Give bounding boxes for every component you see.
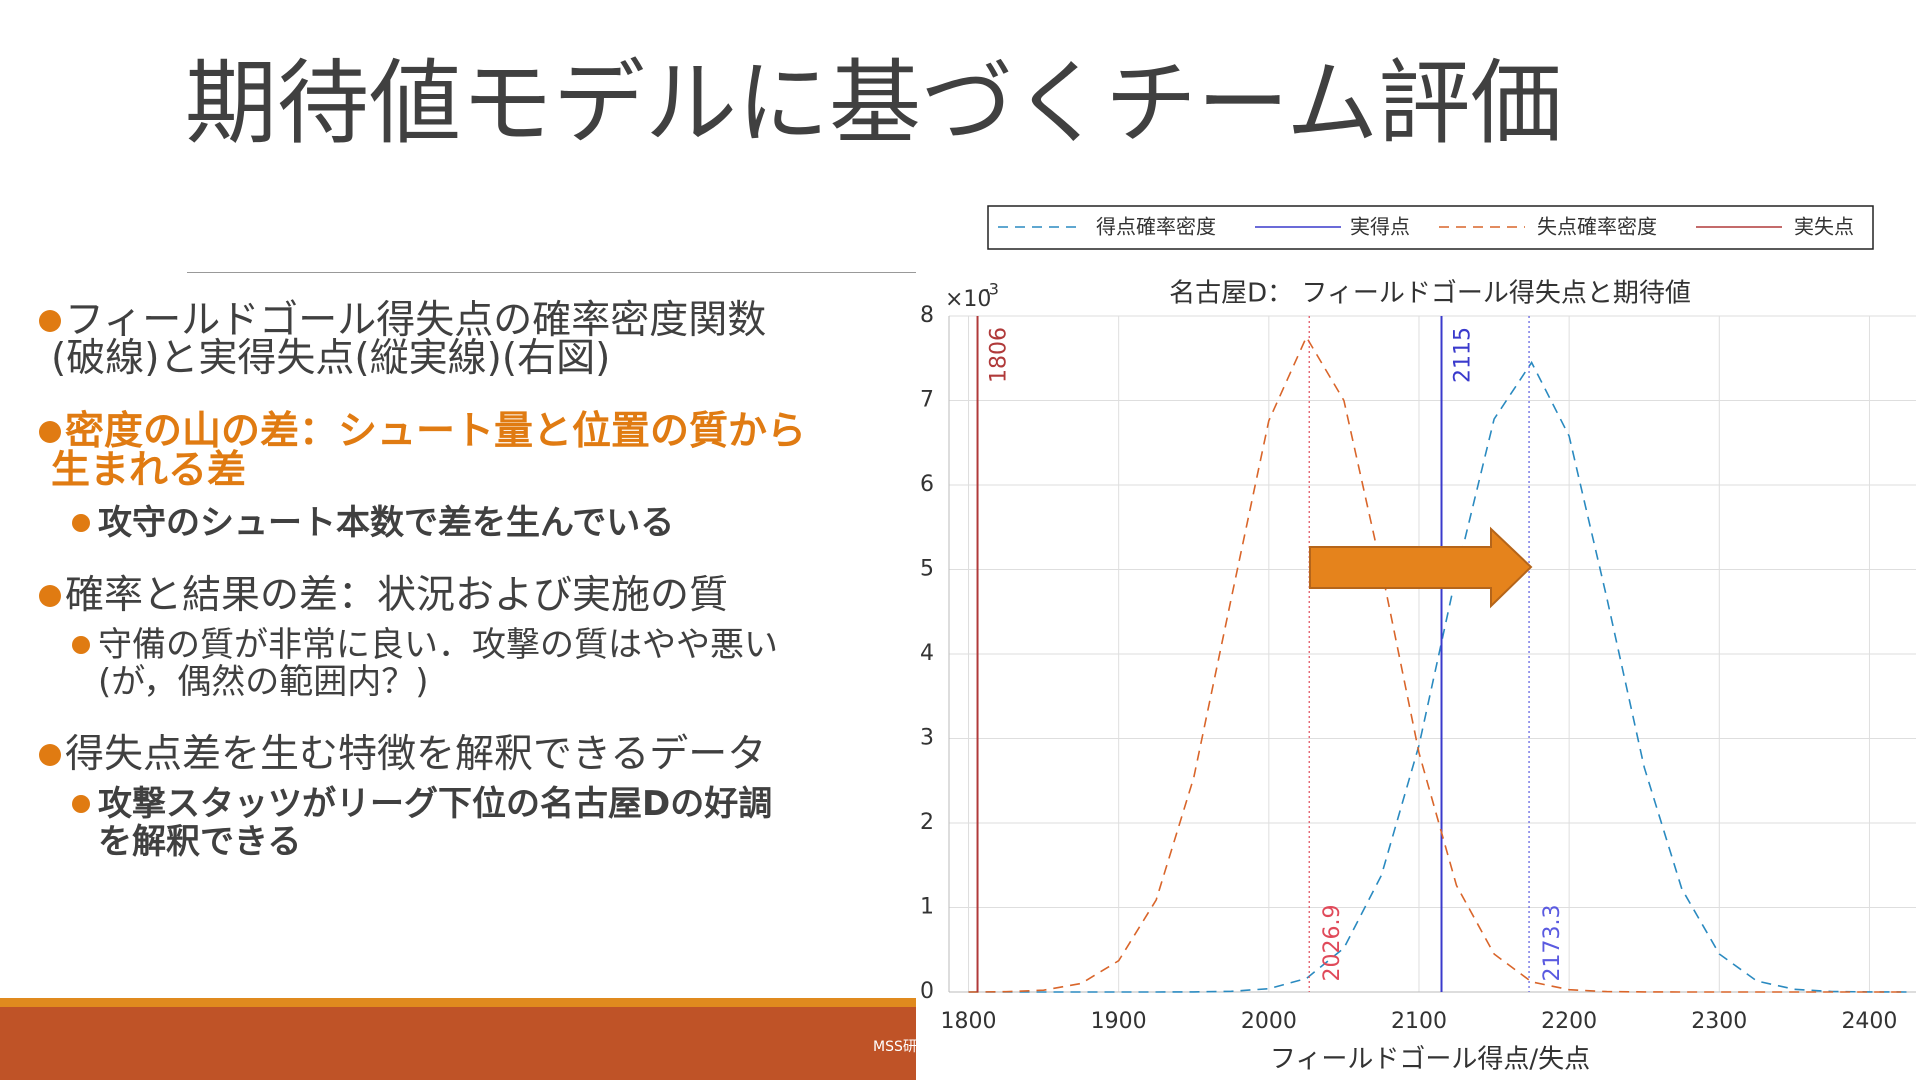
- density-line: [968, 335, 1907, 993]
- y-tick-label: 3: [920, 726, 934, 751]
- x-tick-label: 1900: [1091, 1009, 1147, 1034]
- sub-bullet-dot: [72, 795, 90, 813]
- sub-bullet-text: 守備の質が非常に良い．攻撃の質はやや悪い: [98, 625, 778, 665]
- sub-bullet-text: を解釈できる: [98, 822, 302, 862]
- bullet-dot: [39, 421, 61, 443]
- bullet-text: 確率と結果の差：状況および実施の質: [65, 573, 729, 618]
- x-tick-label: 2200: [1541, 1009, 1597, 1034]
- footer-bar: [0, 1007, 916, 1080]
- y-tick-label: 2: [920, 810, 934, 835]
- y-tick-label: 4: [920, 641, 934, 666]
- bullet-dot: [39, 310, 61, 332]
- chart-bg: [916, 200, 1920, 1080]
- chart-title: 名古屋D： フィールドゴール得失点と期待値: [1169, 279, 1691, 309]
- sub-bullet-dot: [72, 636, 90, 654]
- y-tick-label: 8: [920, 303, 934, 328]
- x-tick-label: 1800: [941, 1009, 997, 1034]
- density-line: [968, 360, 1908, 993]
- title-rule: [187, 272, 916, 273]
- y-offset-exponent: -3: [983, 280, 999, 299]
- x-tick-label: 2000: [1241, 1009, 1297, 1034]
- y-offset-base: ×10: [945, 287, 991, 312]
- bullet-text: 生まれる差: [51, 448, 247, 493]
- actual-label: 2115: [1451, 327, 1476, 383]
- legend-label: 実得点: [1350, 215, 1410, 239]
- y-tick-label: 5: [920, 557, 934, 582]
- sub-bullet-dot: [72, 514, 90, 532]
- bullet-dot: [39, 744, 61, 766]
- actual-label: 1806: [987, 327, 1012, 383]
- legend-label: 得点確率密度: [1096, 215, 1216, 239]
- y-tick-label: 1: [920, 895, 934, 920]
- arrow: [1309, 526, 1533, 609]
- bullet-text: (破線)と実得失点(縦実線)(右図): [51, 336, 611, 381]
- bullet-text: フィールドゴール得失点の確率密度関数: [65, 298, 767, 343]
- x-tick-label: 2400: [1841, 1009, 1897, 1034]
- bullet-dot: [39, 585, 61, 607]
- y-tick-label: 6: [920, 472, 934, 497]
- expected-label: 2026.9: [1320, 905, 1345, 982]
- sub-bullet-text: 攻撃スタッツがリーグ下位の名古屋Dの好調: [98, 784, 773, 824]
- sub-bullet-text: 攻守のシュート本数で差を生んでいる: [98, 503, 675, 543]
- x-tick-label: 2300: [1691, 1009, 1747, 1034]
- footer-text: MSS研: [873, 1039, 917, 1055]
- legend-label: 失点確率密度: [1537, 215, 1657, 239]
- footer-strip: [0, 998, 916, 1007]
- bullet-text: 密度の山の差：シュート量と位置の質から: [65, 409, 807, 454]
- y-tick-label: 0: [920, 979, 934, 1004]
- slide-title: 期待値モデルに基づくチーム評価: [185, 50, 1563, 157]
- y-tick-label: 7: [920, 388, 934, 413]
- x-axis-label: フィールドゴール得点/失点: [1270, 1045, 1590, 1075]
- sub-bullet-text: (が，偶然の範囲内？): [98, 662, 429, 702]
- x-tick-label: 2100: [1391, 1009, 1447, 1034]
- bullet-text: 得失点差を生む特徴を解釈できるデータ: [65, 732, 767, 777]
- expected-label: 2173.3: [1540, 905, 1565, 982]
- legend-label: 実失点: [1794, 215, 1854, 239]
